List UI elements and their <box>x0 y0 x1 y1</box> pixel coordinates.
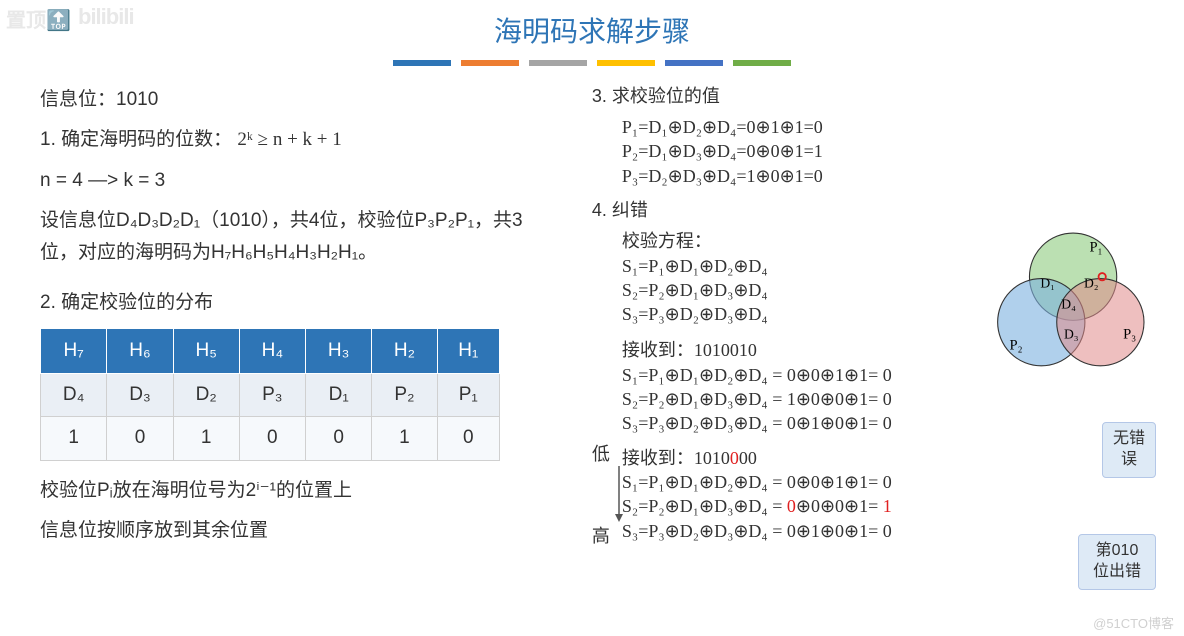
svg-text:P₃: P₃ <box>1123 327 1136 343</box>
svg-text:P₁: P₁ <box>1089 239 1102 255</box>
recv2-red: 0 <box>730 448 739 468</box>
td: P₁ <box>437 374 499 417</box>
table-row: D₄ D₃ D₂ P₃ D₁ P₂ P₁ <box>41 374 500 417</box>
svg-text:D₃: D₃ <box>1064 327 1079 342</box>
svg-text:D₁: D₁ <box>1040 276 1055 291</box>
bar-seg <box>733 60 791 66</box>
th: H₂ <box>372 328 437 373</box>
td: P₃ <box>239 374 305 417</box>
step1-formula: 2ᵏ ≥ n + k + 1 <box>237 129 341 150</box>
note-2: 信息位按顺序放到其余位置 <box>40 515 542 547</box>
right-column: 3. 求校验位的值 P₁=D₁⊕D₂⊕D₄=0⊕1⊕1=0 P₂=D₁⊕D₃⊕D… <box>592 84 1144 555</box>
eq-row: P₂=D₁⊕D₃⊕D₄=0⊕0⊕1=1 <box>622 139 1144 163</box>
callout-no-error: 无错误 <box>1102 422 1156 478</box>
callout-error-pos: 第010位出错 <box>1078 534 1156 590</box>
th: H₆ <box>107 328 173 373</box>
eq-row: P₁=D₁⊕D₂⊕D₄=0⊕1⊕1=0 <box>622 115 1144 139</box>
step-1: 1. 确定海明码的位数： 2ᵏ ≥ n + k + 1 <box>40 124 542 156</box>
eq-post: ⊕0⊕0⊕1= <box>796 496 883 516</box>
step-2: 2. 确定校验位的分布 <box>40 287 542 319</box>
eq-row: S₂=P₂⊕D₁⊕D₃⊕D₄ = 0⊕0⊕0⊕1= 1 <box>622 494 1144 518</box>
td: 1 <box>41 417 107 460</box>
th: H₅ <box>173 328 239 373</box>
recv2-pre: 接收到：1010 <box>622 448 730 468</box>
th: H₄ <box>239 328 305 373</box>
th: H₇ <box>41 328 107 373</box>
note-1: 校验位Pᵢ放在海明位号为2ⁱ⁻¹的位置上 <box>40 475 542 507</box>
svg-text:P₂: P₂ <box>1009 337 1022 353</box>
step-3: 3. 求校验位的值 <box>592 84 1144 109</box>
bar-seg <box>529 60 587 66</box>
eq-red: 0 <box>787 496 796 516</box>
bar-seg <box>665 60 723 66</box>
recv2-label: 接收到：1010000 <box>622 446 1144 470</box>
step1-text: 1. 确定海明码的位数： <box>40 129 232 150</box>
eq-res: 1 <box>883 496 892 516</box>
high-label: 高 <box>592 524 610 548</box>
bar-seg <box>461 60 519 66</box>
watermark-top-left-1: 置顶🔝 <box>6 4 71 33</box>
table-row: 1 0 1 0 0 1 0 <box>41 417 500 460</box>
venn-diagram: P₁ P₂ P₃ D₁ D₂ D₃ D₄ <box>964 214 1164 394</box>
td: P₂ <box>372 374 437 417</box>
td: D₂ <box>173 374 239 417</box>
bar-seg <box>393 60 451 66</box>
watermark-top-left-2: bilibili <box>78 4 134 30</box>
callout-text: 无错误 <box>1113 429 1145 471</box>
svg-text:D₄: D₄ <box>1061 297 1076 312</box>
p-equations: P₁=D₁⊕D₂⊕D₄=0⊕1⊕1=0 P₂=D₁⊕D₃⊕D₄=0⊕0⊕1=1 … <box>622 115 1144 188</box>
description-1: 设信息位D₄D₃D₂D₁（1010），共4位，校验位P₃P₂P₁，共3位，对应的… <box>40 205 542 270</box>
eq-pre: S₂=P₂⊕D₁⊕D₃⊕D₄ = <box>622 496 787 516</box>
td: 1 <box>372 417 437 460</box>
td: 0 <box>437 417 499 460</box>
bar-seg <box>597 60 655 66</box>
td: 0 <box>107 417 173 460</box>
svg-text:D₂: D₂ <box>1084 276 1099 291</box>
table-header-row: H₇ H₆ H₅ H₄ H₃ H₂ H₁ <box>41 328 500 373</box>
hamming-table: H₇ H₆ H₅ H₄ H₃ H₂ H₁ D₄ D₃ D₂ P₃ D₁ P₂ P… <box>40 328 500 461</box>
watermark-bottom-right: @51CTO博客 <box>1093 613 1174 632</box>
eq-row: P₃=D₂⊕D₃⊕D₄=1⊕0⊕1=0 <box>622 164 1144 188</box>
td: D₃ <box>107 374 173 417</box>
recv2-post: 00 <box>739 448 757 468</box>
eq-row: S₃=P₃⊕D₂⊕D₃⊕D₄ = 0⊕1⊕0⊕1= 0 <box>622 519 1144 543</box>
page-title: 海明码求解步骤 <box>0 0 1184 50</box>
eq-row: S₁=P₁⊕D₁⊕D₂⊕D₄ = 0⊕0⊕1⊕1= 0 <box>622 470 1144 494</box>
low-label: 低 <box>592 442 610 466</box>
arrow-icon <box>612 464 626 524</box>
td: 0 <box>239 417 305 460</box>
td: 0 <box>306 417 372 460</box>
color-divider <box>0 60 1184 66</box>
info-bits: 信息位：1010 <box>40 84 542 116</box>
callout-text: 第010位出错 <box>1089 541 1145 583</box>
td: D₄ <box>41 374 107 417</box>
nk-derive: n = 4 —> k = 3 <box>40 165 542 197</box>
td: D₁ <box>306 374 372 417</box>
eq-row: S₃=P₃⊕D₂⊕D₃⊕D₄ = 0⊕1⊕0⊕1= 0 <box>622 411 1144 435</box>
left-column: 信息位：1010 1. 确定海明码的位数： 2ᵏ ≥ n + k + 1 n =… <box>40 84 542 555</box>
th: H₃ <box>306 328 372 373</box>
recv-block-2: 低 高 接收到：1010000 S₁=P₁⊕D₁⊕D₂⊕D₄ = 0⊕0⊕1⊕1… <box>622 446 1144 543</box>
td: 1 <box>173 417 239 460</box>
th: H₁ <box>437 328 499 373</box>
